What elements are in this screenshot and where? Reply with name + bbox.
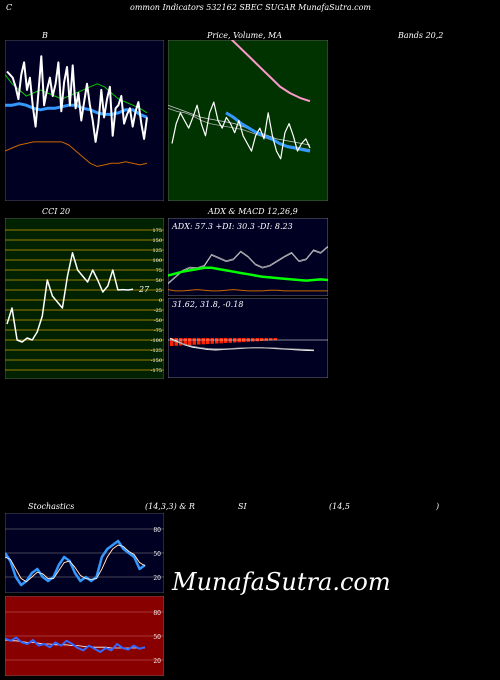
bands-right-title: Bands 20,2 bbox=[398, 31, 444, 40]
adx-values-text: ADX: 57.3 +DI: 30.3 -DI: 8.23 bbox=[171, 222, 293, 231]
macd-hist-bar bbox=[197, 338, 201, 345]
cci-tick-label: 125 bbox=[152, 248, 162, 254]
cci-tick-label: 175 bbox=[152, 228, 162, 234]
cci-bg bbox=[5, 218, 164, 379]
rsi-tick-label: 50 bbox=[153, 634, 161, 641]
bbands-chart bbox=[5, 40, 164, 201]
macd-hist-bar bbox=[179, 338, 183, 346]
adx-macd-title: ADX & MACD 12,26,9 bbox=[208, 207, 298, 216]
cci-tick-label: 25 bbox=[156, 288, 162, 294]
cci-tick-label: -125 bbox=[151, 348, 162, 354]
macd-hist-bar bbox=[201, 338, 205, 345]
cci-tick-label: -150 bbox=[151, 358, 162, 364]
macd-hist-bar bbox=[219, 338, 223, 344]
macd-hist-bar bbox=[255, 338, 259, 342]
macd-hist-bar bbox=[206, 338, 210, 344]
price-line bbox=[6, 55, 148, 143]
ma-long-line bbox=[168, 104, 311, 146]
price-line bbox=[171, 101, 311, 160]
cci-tick-label: 150 bbox=[152, 238, 162, 244]
macd-hist-bar bbox=[170, 338, 174, 346]
price-ma-bg bbox=[168, 40, 328, 201]
cci-tick-label: -75 bbox=[154, 328, 162, 334]
macd-hist-bar bbox=[215, 338, 219, 344]
cci-tick-label: 75 bbox=[156, 268, 162, 274]
rsi-close: ) bbox=[436, 502, 440, 511]
macd-hist-bar bbox=[264, 338, 268, 341]
cci-tick-label: -175 bbox=[151, 368, 162, 374]
cci-chart: 175 150 125 100 75 50 25 0 -25 -50 -75 -100 -125 -150… bbox=[5, 218, 164, 379]
adx-line bbox=[168, 266, 328, 282]
cci-tick-label: 0 bbox=[159, 298, 162, 304]
lower-band-line bbox=[5, 141, 148, 167]
stoch-d-overlay bbox=[5, 544, 146, 583]
header-left: C bbox=[6, 3, 13, 12]
price-ma-chart bbox=[168, 40, 328, 201]
rsi-params: (14,5 bbox=[329, 502, 350, 511]
macd-signal-line bbox=[169, 338, 315, 351]
macd-hist-bar bbox=[183, 338, 187, 346]
stoch-tick-label: 20 bbox=[153, 575, 161, 582]
cci-tick-label: 100 bbox=[152, 258, 162, 264]
adx-chart: ADX: 57.3 +DI: 30.3 -DI: 8.23 bbox=[168, 218, 328, 296]
cci-tick-label: -50 bbox=[154, 318, 162, 324]
macd-hist-bar bbox=[273, 338, 277, 341]
bbands-title: B bbox=[42, 31, 48, 40]
watermark: MunafaSutra.com bbox=[172, 568, 391, 596]
bbands-bg bbox=[5, 40, 164, 201]
rsi-tick-label: 20 bbox=[153, 658, 161, 665]
minus-di-line bbox=[168, 289, 328, 292]
rsi-tick-label: 80 bbox=[153, 610, 161, 617]
cci-tick-label: -25 bbox=[154, 308, 162, 314]
macd-hist-bar bbox=[269, 338, 273, 341]
macd-hist-bar bbox=[192, 338, 196, 345]
macd-hist-bar bbox=[224, 338, 228, 343]
stoch-tick-label: 50 bbox=[153, 551, 161, 558]
macd-chart: 31.62, 31.8, -0.18 bbox=[168, 298, 328, 378]
cci-line bbox=[6, 252, 134, 343]
stoch-tick-label: 80 bbox=[153, 527, 161, 534]
macd-values-text: 31.62, 31.8, -0.18 bbox=[172, 300, 243, 309]
cci-last-label: 27 bbox=[138, 285, 150, 294]
macd-hist-bar bbox=[210, 338, 214, 344]
stoch-chart: 80 50 20 bbox=[5, 513, 164, 593]
macd-hist-bar bbox=[228, 338, 232, 343]
macd-hist-bar bbox=[188, 338, 192, 345]
cci-tick-label: -100 bbox=[151, 338, 162, 344]
upper-band-line bbox=[5, 74, 148, 114]
macd-hist-bar bbox=[260, 338, 264, 341]
plus-di-line bbox=[168, 245, 328, 284]
stoch-params: (14,3,3) & R bbox=[145, 502, 195, 511]
stoch-title: Stochastics bbox=[28, 502, 75, 511]
rsi-line bbox=[5, 636, 146, 653]
cci-tick-label: 50 bbox=[156, 278, 162, 284]
rsi-title: SI bbox=[238, 502, 247, 511]
price-ma-title: Price, Volume, MA bbox=[207, 31, 283, 40]
header-title: ommon Indicators 532162 SBEC SUGAR Munaf… bbox=[130, 3, 372, 12]
cci-title: CCI 20 bbox=[42, 207, 71, 216]
rsi-chart: 80 50 20 bbox=[5, 596, 164, 676]
price-trend-line bbox=[230, 40, 311, 103]
